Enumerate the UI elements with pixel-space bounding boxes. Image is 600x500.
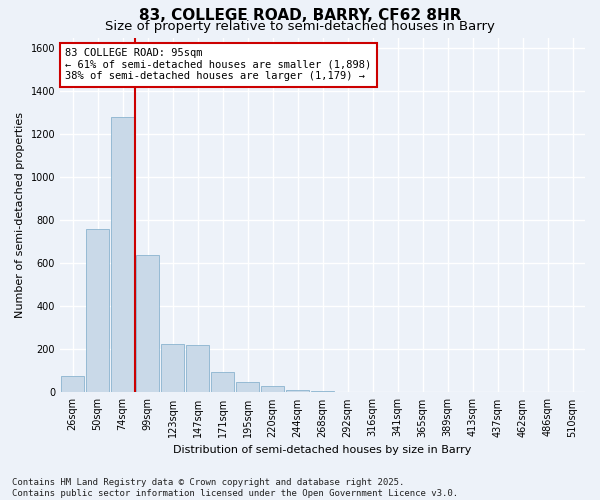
Y-axis label: Number of semi-detached properties: Number of semi-detached properties [15, 112, 25, 318]
Bar [211, 372, 234, 392]
Bar [186, 345, 209, 393]
X-axis label: Distribution of semi-detached houses by size in Barry: Distribution of semi-detached houses by … [173, 445, 472, 455]
Bar [236, 382, 259, 392]
Bar [86, 229, 109, 392]
Bar [61, 376, 84, 392]
Bar [161, 344, 184, 393]
Bar [286, 390, 309, 392]
Text: Contains HM Land Registry data © Crown copyright and database right 2025.
Contai: Contains HM Land Registry data © Crown c… [12, 478, 458, 498]
Text: 83, COLLEGE ROAD, BARRY, CF62 8HR: 83, COLLEGE ROAD, BARRY, CF62 8HR [139, 8, 461, 22]
Text: Size of property relative to semi-detached houses in Barry: Size of property relative to semi-detach… [105, 20, 495, 33]
Bar [136, 255, 159, 392]
Text: 83 COLLEGE ROAD: 95sqm
← 61% of semi-detached houses are smaller (1,898)
38% of : 83 COLLEGE ROAD: 95sqm ← 61% of semi-det… [65, 48, 371, 82]
Bar [111, 117, 134, 392]
Bar [261, 386, 284, 392]
